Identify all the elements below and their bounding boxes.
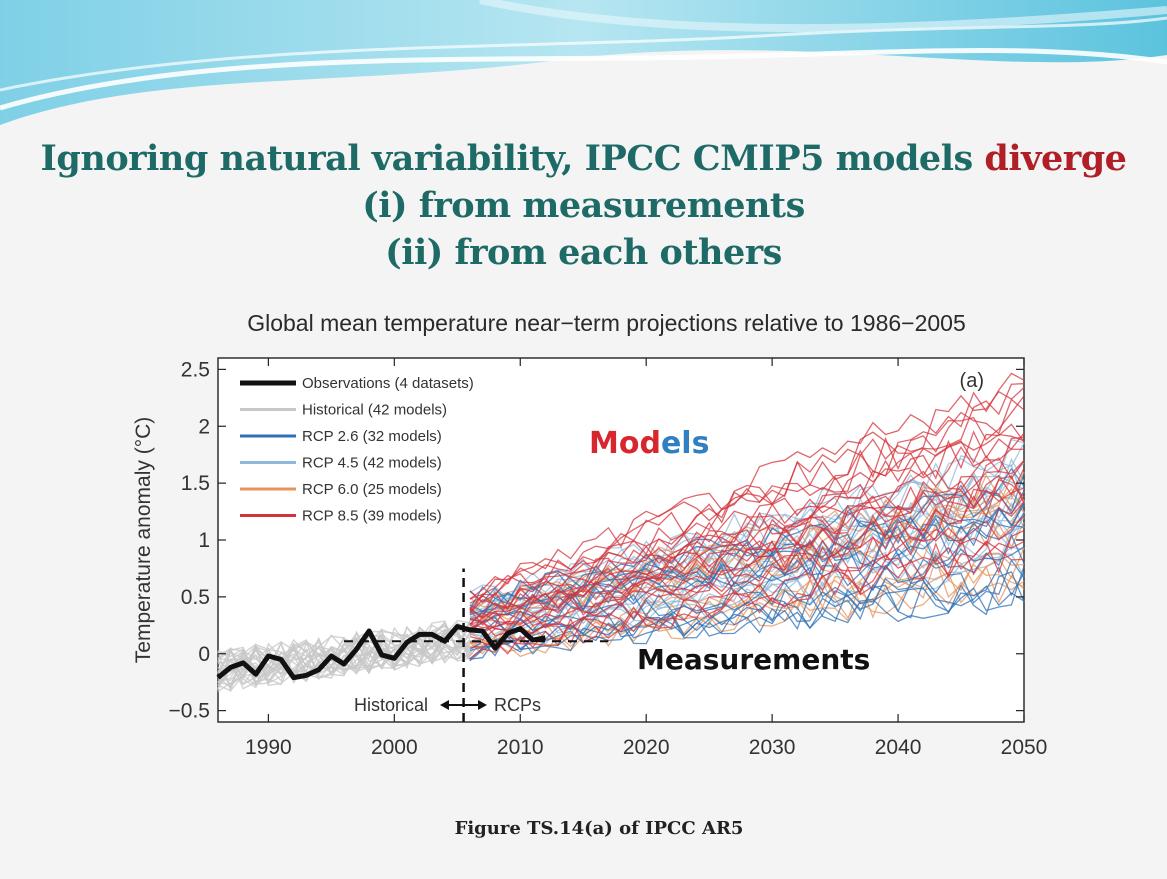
y-tick-label: 2 [198,415,210,438]
legend-label-rcp60: RCP 6.0 (25 models) [302,481,442,498]
scenario-model-line [469,430,1025,620]
scenario-model-line [469,529,1025,655]
slide-title-line-3: (ii) from each others [385,232,782,273]
scenario-model-line [469,423,1025,614]
y-axis-label: Temperature anomaly (°C) [132,417,155,663]
scenario-model-line [469,395,1025,611]
scenario-model-line [469,511,1025,635]
models-annotation: Models [589,426,709,461]
legend-label-rcp85: RCP 8.5 (39 models) [302,508,442,525]
scenario-model-line [469,475,1025,626]
models-annotation-blue: els [661,426,710,461]
scenario-model-line [469,553,1025,654]
slide-title: Ignoring natural variability, IPCC CMIP5… [0,135,1167,276]
x-tick-label: 2040 [875,736,922,759]
scenario-model-line [469,398,1025,600]
arrow-left-head [440,700,449,710]
x-tick-label: 2050 [1001,736,1048,759]
scenario-model-line [469,471,1025,609]
y-tick-label: 2.5 [181,358,210,381]
scenario-model-line [469,515,1025,632]
scenario-model-line [469,504,1025,612]
x-tick-label: 2010 [497,736,544,759]
scenario-model-line [469,383,1025,604]
scenario-model-line [469,387,1025,604]
scenario-model-line [469,506,1025,616]
x-tick-label: 2000 [371,736,418,759]
decorative-wave-banner [0,0,1167,135]
scenario-model-line [469,533,1025,633]
legend-label-rcp26: RCP 2.6 (32 models) [302,428,442,445]
scenario-model-line [469,565,1025,660]
chart-annotations: Historical RCPs Models Measurements [354,426,870,715]
scenario-model-line [469,579,1025,660]
chart-title: Global mean temperature near−term projec… [247,310,966,336]
x-tick-label: 1990 [245,736,292,759]
historical-annotation: Historical [354,695,428,715]
observations-line [216,624,546,681]
y-tick-label: −0.5 [169,700,210,723]
scenario-model-line [469,565,1025,654]
scenario-model-line [469,536,1025,648]
arrow-right-head [478,700,487,710]
scenario-model-line [469,487,1025,637]
y-tick-label: 0 [198,643,210,666]
legend-label-rcp45: RCP 4.5 (42 models) [302,455,442,472]
legend-label-historical: Historical (42 models) [302,402,447,419]
scenario-model-line [469,540,1025,660]
scenario-model-line [469,488,1025,632]
axis-ticks: 1990 2000 2010 2020 2030 2040 2050 −0.5 0 0.5 1 1.5… [132,358,1047,759]
y-tick-label: 1 [198,529,210,552]
panel-label: (a) [960,370,984,392]
chart-legend: Observations (4 datasets) Historical (42 … [240,375,474,525]
scenario-model-line [469,460,1025,629]
legend-label-observations: Observations (4 datasets) [302,375,474,392]
observation-series [216,624,546,681]
scenario-model-line [469,372,1025,600]
slide-title-line-2: (i) from measurements [362,185,805,226]
scenario-model-line [469,464,1025,615]
slide-title-accent: diverge [984,138,1127,179]
scenario-model-line [469,501,1025,641]
figure-caption: Figure TS.14(a) of IPCC AR5 [454,818,744,839]
y-tick-label: 1.5 [181,472,210,495]
scenario-model-line [469,475,1025,634]
rcps-annotation: RCPs [494,695,541,715]
models-annotation-red: Mod [589,426,661,461]
slide-title-text: Ignoring natural variability, IPCC CMIP5… [40,138,974,179]
reference-lines [343,568,609,722]
x-tick-label: 2030 [749,736,796,759]
slide-title-line-1: Ignoring natural variability, IPCC CMIP5… [0,135,1167,182]
y-tick-label: 0.5 [181,586,210,609]
historical-model-line [217,620,471,690]
measurements-annotation: Measurements [637,643,870,676]
scenario-model-line [469,570,1025,662]
x-tick-label: 2020 [623,736,670,759]
